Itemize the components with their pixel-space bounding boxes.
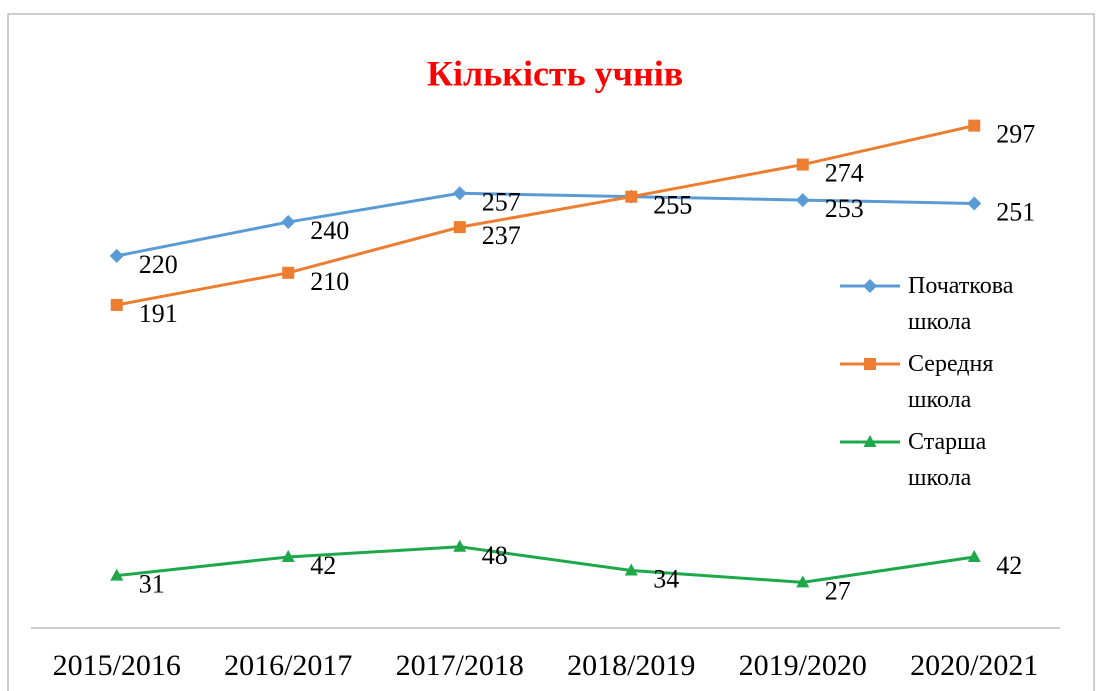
marker: [795, 193, 810, 208]
marker: [967, 196, 982, 211]
series-line: [116, 191, 975, 258]
data-label: 42: [996, 551, 1022, 580]
series-line: [116, 124, 975, 307]
marker: [110, 298, 123, 311]
data-label: 253: [825, 194, 864, 223]
marker: [109, 248, 124, 263]
marker: [625, 190, 638, 203]
x-tick-label: 2017/2018: [396, 649, 524, 682]
marker: [453, 539, 467, 552]
x-tick-label: 2019/2020: [739, 649, 867, 682]
data-label: 191: [139, 299, 178, 328]
legend-entry: Початкова школа: [838, 268, 1038, 340]
marker: [281, 549, 295, 562]
data-label: 220: [139, 250, 178, 279]
x-tick-label: 2018/2019: [567, 649, 695, 682]
marker: [863, 279, 877, 293]
marker: [281, 215, 296, 230]
data-label: 240: [310, 216, 349, 245]
data-label: 237: [482, 221, 521, 250]
marker: [796, 158, 809, 171]
data-label: 274: [825, 159, 864, 188]
data-label: 255: [653, 191, 692, 220]
data-label: 48: [482, 541, 508, 570]
marker: [452, 186, 467, 201]
marker: [110, 568, 124, 581]
marker: [453, 221, 466, 234]
legend-label: Старша школа: [908, 429, 987, 491]
data-label: 255: [653, 191, 692, 220]
legend-swatch: [840, 435, 900, 447]
marker: [967, 549, 981, 562]
marker: [796, 575, 810, 588]
marker: [282, 266, 295, 279]
data-label: 31: [139, 570, 165, 599]
data-label: 27: [825, 576, 851, 605]
chart-frame: [7, 13, 1095, 691]
data-label: 210: [310, 267, 349, 296]
legend-label: Початкова школа: [908, 273, 1014, 335]
series-line: [116, 545, 975, 584]
x-tick-label: 2020/2021: [910, 649, 1038, 682]
data-label: 251: [996, 197, 1035, 226]
legend-entry: Старша школа: [838, 424, 1038, 496]
data-label: 42: [310, 551, 336, 580]
data-label: 297: [996, 120, 1035, 149]
legend-swatch: [840, 279, 900, 293]
legend-label: Середня школа: [908, 351, 994, 413]
marker: [968, 119, 981, 132]
x-tick-label: 2015/2016: [53, 649, 181, 682]
legend: Початкова школа Середня школа Старша школа: [838, 268, 1038, 502]
data-label: 257: [482, 187, 521, 216]
legend-entry: Середня школа: [838, 346, 1038, 418]
x-tick-label: 2016/2017: [224, 649, 352, 682]
chart-title: Кількість учнів: [427, 53, 683, 93]
marker: [864, 358, 876, 370]
marker: [863, 435, 877, 447]
legend-swatch: [840, 358, 900, 370]
data-label: 34: [653, 564, 679, 593]
marker: [624, 563, 638, 576]
